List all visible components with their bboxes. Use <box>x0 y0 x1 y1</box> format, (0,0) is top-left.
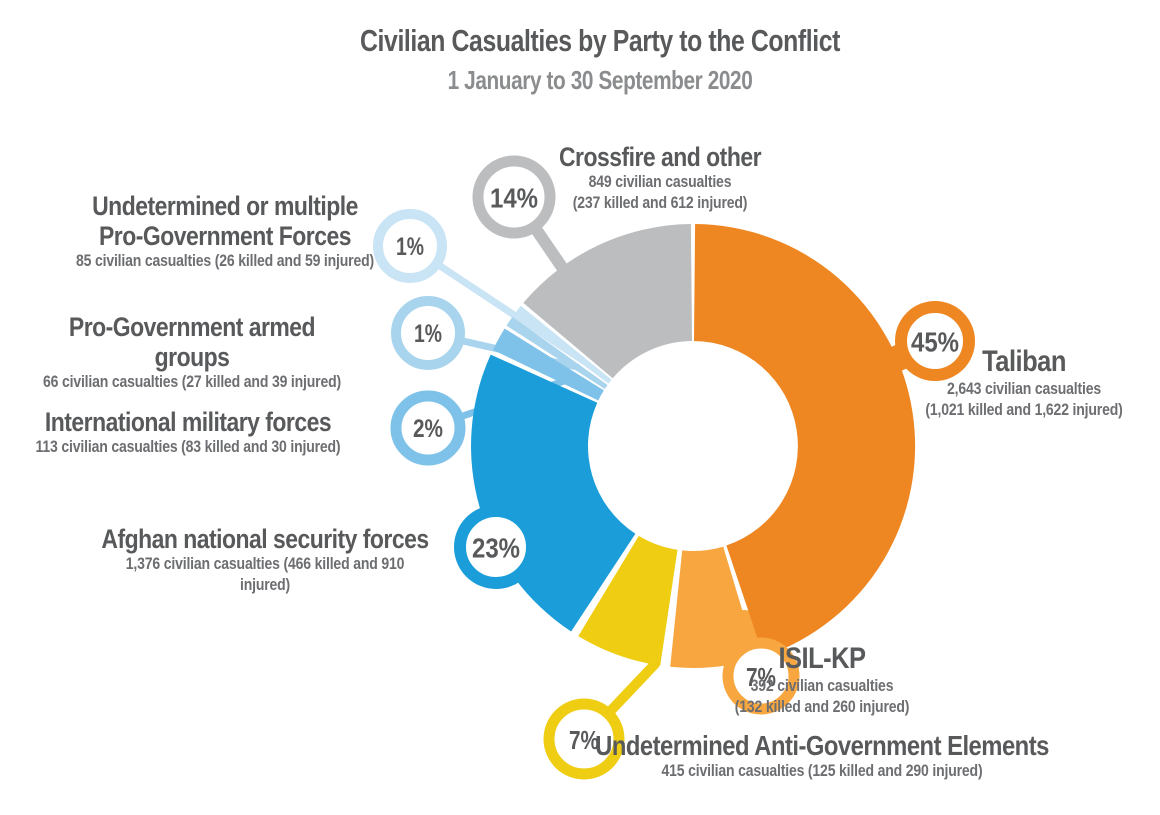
segment-title: Pro-Government armed groups <box>68 312 316 373</box>
chart-title: Civilian Casualties by Party to the Conf… <box>360 23 840 58</box>
pct-label-international-military-forces: 2% <box>413 415 443 443</box>
label-undetermined-anti-government-elements: Undetermined Anti-Government Elements 41… <box>564 730 1081 782</box>
percent-bubbles: 45% 7% 7% 23% 2% 1% 1% 14% <box>373 155 975 780</box>
pct-label-afghan-national-security-forces: 23% <box>472 533 520 564</box>
slice-undetermined-or-multiple-pro-government-forces <box>514 305 612 384</box>
segment-title: International military forces <box>44 407 332 437</box>
bubble-afghan-national-security-forces <box>454 505 538 589</box>
slice-international-military-forces <box>492 328 604 401</box>
label-international-military-forces: International military forces 113 civili… <box>28 407 348 458</box>
slice-crossfire-and-other <box>523 224 692 379</box>
segment-detail: (237 killed and 612 injured) <box>572 194 748 213</box>
donut-slices <box>471 224 916 668</box>
pct-label-isil-kp: 7% <box>746 662 776 692</box>
bubble-undetermined-anti-government-elements <box>543 698 625 780</box>
segment-detail: 1,376 civilian casualties (466 killed an… <box>125 555 405 595</box>
pct-label-taliban: 45% <box>911 327 959 358</box>
bubble-taliban <box>895 301 975 381</box>
label-pro-government-armed-groups: Pro-Government armed groups 66 civilian … <box>29 312 355 394</box>
slice-taliban <box>694 224 916 657</box>
segment-detail: 2,643 civilian casualties <box>946 379 1102 398</box>
segment-detail: 66 civilian casualties (27 killed and 39… <box>42 373 342 392</box>
label-afghan-national-security-forces: Afghan national security forces 1,376 ci… <box>101 524 429 596</box>
chart-subtitle: 1 January to 30 September 2020 <box>447 65 753 96</box>
bubble-pro-government-armed-groups <box>391 296 465 370</box>
segment-detail: 113 civilian casualties (83 killed and 3… <box>35 438 341 457</box>
segment-detail: 85 civilian casualties (26 killed and 59… <box>75 252 375 271</box>
segment-title: Undetermined or multiple <box>92 191 358 221</box>
pct-label-undetermined-anti-government-elements: 7% <box>569 725 599 755</box>
chart-header: Civilian Casualties by Party to the Conf… <box>152 23 1048 96</box>
label-taliban: Taliban 2,643 civilian casualties (1,021… <box>922 345 1126 421</box>
label-crossfire-and-other: Crossfire and other 849 civilian casualt… <box>516 142 805 214</box>
slice-undetermined-anti-government-elements <box>578 535 678 666</box>
segment-title: Crossfire and other <box>558 142 762 172</box>
pct-label-pro-government-armed-groups: 1% <box>414 320 442 348</box>
segment-title: Undetermined Anti-Government Elements <box>595 730 1049 761</box>
segment-detail: 415 civilian casualties (125 killed and … <box>661 762 983 781</box>
bubble-crossfire-and-other <box>472 155 556 239</box>
segment-title: Pro-Government Forces <box>98 221 352 252</box>
pct-label-undetermined-or-multiple-pro-government-forces: 1% <box>396 233 424 261</box>
segment-title: ISIL-KP <box>778 642 866 675</box>
bubble-undetermined-or-multiple-pro-government-forces <box>373 209 447 283</box>
segment-detail: (1,021 killed and 1,622 injured) <box>925 400 1123 419</box>
label-undetermined-or-multiple-pro-government-forces: Undetermined or multiple Pro-Government … <box>64 191 387 273</box>
segment-detail: 392 civilian casualties <box>750 676 894 695</box>
slice-pro-government-armed-groups <box>506 316 608 389</box>
pct-label-crossfire-and-other: 14% <box>490 183 538 214</box>
bubble-isil-kp <box>722 637 800 715</box>
label-isil-kp: ISIL-KP 392 civilian casualties (132 kil… <box>729 642 916 718</box>
segment-title: Afghan national security forces <box>101 524 429 554</box>
slice-isil-kp <box>670 546 757 668</box>
segment-detail: (132 killed and 260 injured) <box>734 697 910 716</box>
bubble-international-military-forces <box>390 390 466 466</box>
segment-detail: 849 civilian casualties <box>588 173 732 192</box>
segment-title: Taliban <box>982 345 1066 378</box>
